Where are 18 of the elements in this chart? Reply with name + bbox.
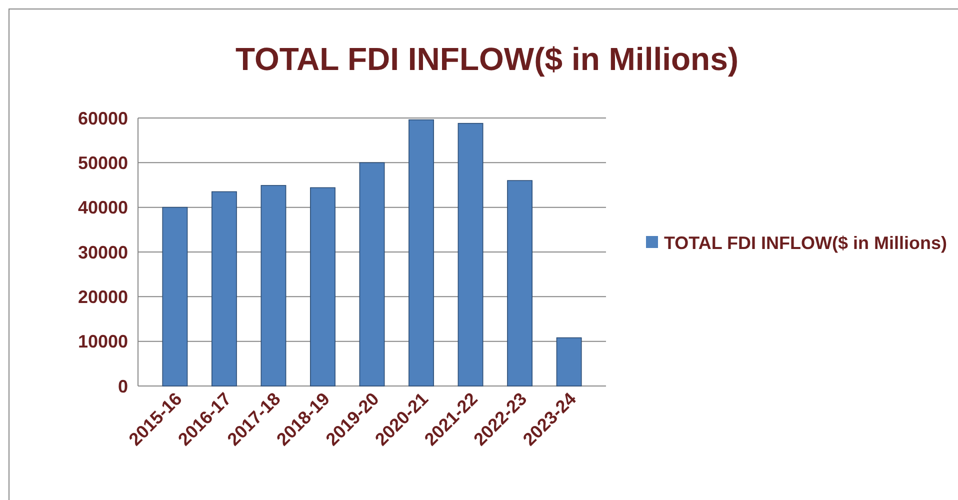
y-tick-label: 20000 — [78, 286, 128, 307]
bar — [211, 191, 237, 386]
y-tick-label: 0 — [118, 376, 128, 396]
bar — [556, 337, 582, 386]
legend-label: TOTAL FDI INFLOW($ in Millions) — [664, 232, 948, 255]
bar — [162, 206, 188, 386]
bar — [359, 162, 385, 386]
bar — [310, 187, 336, 386]
bar — [260, 185, 286, 386]
y-tick-label: 60000 — [78, 108, 128, 128]
bar — [408, 119, 434, 386]
bar — [507, 180, 533, 386]
y-tick-label: 10000 — [78, 332, 128, 352]
bar — [458, 122, 484, 386]
y-tick-label: 30000 — [78, 242, 128, 262]
chart-title: TOTAL FDI INFLOW($ in Millions) — [235, 41, 739, 77]
y-tick-label: 40000 — [78, 198, 128, 218]
y-tick-label: 50000 — [78, 152, 128, 173]
